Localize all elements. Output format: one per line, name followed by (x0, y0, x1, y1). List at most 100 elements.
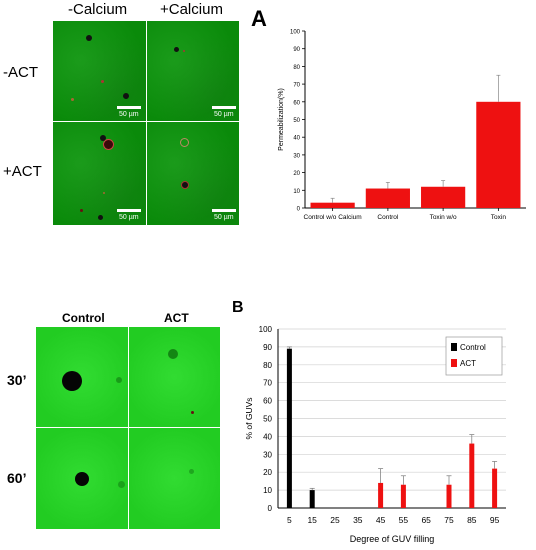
x-tick-label: Toxin (491, 214, 507, 221)
scale-bar-label: 50 µm (119, 111, 139, 118)
x-tick-label: 15 (307, 515, 317, 525)
y-tick-label: 80 (293, 65, 300, 71)
bar (446, 484, 452, 508)
micrograph-plus-act-minus-calcium: 50 µm (53, 122, 146, 225)
vesicle (62, 371, 82, 391)
vesicle (101, 80, 104, 83)
scale-bar (117, 106, 141, 109)
y-tick-label: 50 (263, 415, 272, 424)
scale-bar (212, 106, 236, 109)
vesicle (168, 349, 178, 359)
y-tick-label: 20 (293, 171, 300, 177)
vesicle (98, 215, 103, 220)
x-tick-label: 75 (444, 515, 454, 525)
row-label-60: 60’ (7, 470, 27, 486)
x-tick-label: 85 (467, 515, 477, 525)
bar (286, 348, 292, 508)
col-label-act: ACT (164, 311, 189, 325)
y-tick-label: 90 (263, 343, 272, 352)
col-label-minus-calcium: -Calcium (68, 1, 128, 18)
x-tick-label: 95 (490, 515, 500, 525)
y-tick-label: 40 (263, 432, 272, 441)
legend-swatch (451, 359, 457, 367)
bar (400, 484, 406, 508)
micrograph-act-30 (129, 327, 220, 427)
vesicle (118, 481, 125, 488)
vesicle (100, 135, 106, 141)
col-label-control: Control (62, 311, 105, 325)
scale-bar-label: 50 µm (214, 111, 234, 118)
y-tick-label: 80 (263, 361, 272, 370)
vesicle (123, 93, 129, 99)
bar (310, 202, 355, 208)
y-tick-label: 90 (293, 47, 300, 53)
micrograph-control-60 (36, 428, 128, 529)
y-tick-label: 60 (293, 100, 300, 106)
panel-letter-a: A (251, 6, 267, 31)
x-tick-label: Control w/o Calcium (304, 214, 362, 221)
legend-label: Control (460, 343, 486, 352)
scale-bar-label: 50 µm (214, 214, 234, 221)
micrograph-control-30 (36, 327, 128, 427)
y-tick-label: 50 (293, 118, 300, 124)
bar (378, 482, 384, 508)
legend-label: ACT (460, 359, 476, 368)
y-tick-label: 70 (263, 379, 272, 388)
vesicle (181, 181, 189, 189)
vesicle (75, 472, 89, 486)
x-tick-label: 55 (399, 515, 409, 525)
row-label-minus-act: -ACT (3, 64, 38, 81)
x-axis-title: Degree of GUV filling (350, 534, 435, 544)
vesicle (103, 192, 105, 194)
x-tick-label: Toxin w/o (430, 214, 457, 221)
vesicle (103, 139, 114, 150)
bar (421, 186, 466, 208)
x-tick-label: 25 (330, 515, 340, 525)
micrograph-act-60 (129, 428, 220, 529)
y-tick-label: 100 (290, 30, 301, 36)
bar (469, 443, 475, 508)
row-label-30: 30’ (7, 372, 27, 388)
legend-swatch (451, 343, 457, 351)
vesicle (189, 469, 194, 474)
micrograph-plus-act-plus-calcium: 50 µm (147, 122, 239, 225)
scale-bar (117, 209, 141, 212)
y-tick-label: 0 (268, 504, 273, 513)
y-axis-title: % of GUVs (244, 397, 254, 439)
scale-bar (212, 209, 236, 212)
y-tick-label: 0 (297, 207, 301, 213)
x-tick-label: 5 (287, 515, 292, 525)
y-tick-label: 20 (263, 468, 272, 477)
bar (365, 188, 410, 208)
vesicle (80, 209, 83, 212)
vesicle (183, 50, 185, 52)
bar (492, 468, 498, 508)
x-tick-label: 35 (353, 515, 363, 525)
scale-bar-label: 50 µm (119, 214, 139, 221)
micrograph-minus-act-plus-calcium: 50 µm (147, 21, 239, 121)
y-axis-title: Permeabilization(%) (278, 88, 285, 151)
micrograph-minus-act-minus-calcium: 50 µm (53, 21, 146, 121)
y-tick-label: 70 (293, 83, 300, 89)
vesicle (71, 98, 74, 101)
bar (309, 490, 315, 508)
col-label-plus-calcium: +Calcium (160, 1, 223, 18)
vesicle (174, 47, 179, 52)
y-tick-label: 10 (293, 189, 300, 195)
vesicle (116, 377, 122, 383)
vesicle (86, 35, 92, 41)
y-tick-label: 100 (259, 325, 273, 334)
bar (476, 101, 521, 208)
y-tick-label: 40 (293, 136, 300, 142)
x-tick-label: Control (377, 214, 399, 221)
x-tick-label: 65 (421, 515, 431, 525)
row-label-plus-act: +ACT (3, 163, 42, 180)
y-tick-label: 10 (263, 486, 272, 495)
vesicle (191, 411, 194, 414)
y-tick-label: 30 (263, 450, 272, 459)
x-tick-label: 45 (376, 515, 386, 525)
y-tick-label: 60 (263, 397, 272, 406)
panel-letter-b: B (232, 299, 244, 316)
vesicle (180, 138, 189, 147)
